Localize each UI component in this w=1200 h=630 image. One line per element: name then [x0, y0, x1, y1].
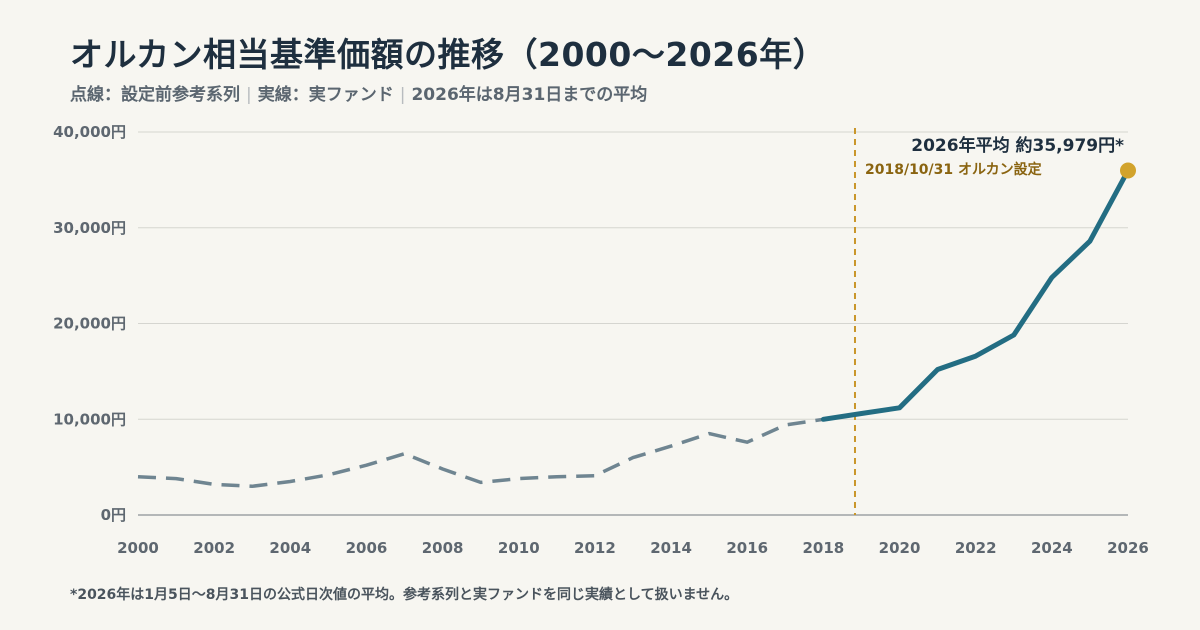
x-tick-label: 2024: [1031, 539, 1073, 557]
actual-fund-line: [820, 168, 1131, 422]
series-layer: [137, 168, 1131, 489]
x-tick-label: 2002: [193, 539, 235, 557]
y-tick-label: 20,000円: [53, 315, 126, 333]
endpoint-value-label: 2026年平均 約35,979円*: [911, 135, 1124, 156]
y-tick-label: 30,000円: [53, 219, 126, 237]
x-tick-label: 2012: [574, 539, 616, 557]
subtitle-solid-legend: 実線：実ファンド: [257, 85, 394, 105]
endpoint-dot: [1120, 162, 1136, 179]
grid-layer: [138, 131, 1128, 516]
x-tick-label: 2014: [650, 539, 692, 557]
y-tick-label: 10,000円: [53, 410, 126, 428]
y-tick-label: 40,000円: [53, 123, 126, 141]
subtitle-separator: |: [399, 85, 406, 105]
x-tick-label: 2000: [117, 539, 159, 557]
y-tick-label: 0円: [101, 506, 126, 524]
x-axis-labels: 2000 2002 2004 2006 2008 2010 2012 2014 2016 2018…: [117, 539, 1149, 557]
x-tick-label: 2020: [879, 539, 921, 557]
fund-launch-label: 2018/10/31 オルカン設定: [865, 161, 1042, 178]
annotation-layer: 2026年平均 約35,979円* 2018/10/31 オルカン設定: [865, 135, 1136, 179]
x-tick-label: 2022: [955, 539, 997, 557]
x-tick-label: 2018: [803, 539, 845, 557]
reference-series-line: [137, 417, 824, 489]
chart-title: オルカン相当基準価額の推移（2000〜2026年）: [70, 35, 827, 74]
chart-subtitle: 点線：設定前参考系列 | 実線：実ファンド | 2026年は8月31日までの平均: [70, 80, 647, 105]
subtitle-separator: |: [246, 85, 252, 105]
subtitle-period-note: 2026年は8月31日までの平均: [411, 85, 648, 105]
x-tick-label: 2016: [726, 539, 768, 557]
y-axis-labels: 0円 10,000円 20,000円 30,000円 40,000円: [53, 123, 126, 524]
x-tick-label: 2026: [1107, 539, 1149, 557]
x-tick-label: 2004: [269, 539, 311, 557]
x-tick-label: 2006: [346, 539, 388, 557]
subtitle-dashed-legend: 点線：設定前参考系列: [70, 85, 240, 105]
footnote: *2026年は1月5日〜8月31日の公式日次値の平均。参考系列と実ファンドを同じ…: [70, 587, 739, 603]
x-tick-label: 2010: [498, 539, 540, 557]
x-tick-label: 2008: [422, 539, 464, 557]
